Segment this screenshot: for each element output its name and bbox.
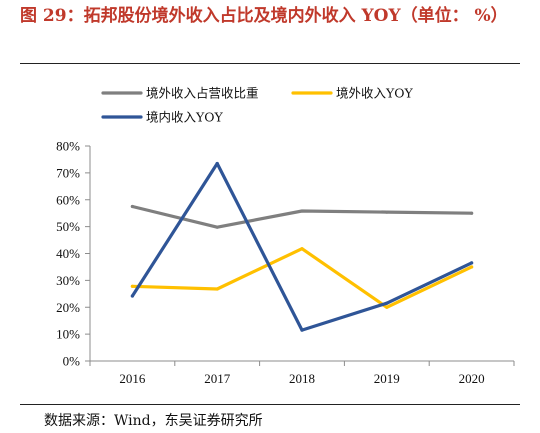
data-point (300, 209, 304, 213)
y-tick-label: 20% (56, 300, 80, 315)
data-point (130, 284, 134, 288)
y-tick-label: 0% (63, 354, 81, 369)
y-tick-label: 40% (56, 246, 80, 261)
x-tick-label: 2017 (204, 371, 231, 386)
data-point (215, 161, 219, 166)
y-tick-label: 10% (56, 327, 80, 342)
y-tick-label: 70% (56, 165, 80, 180)
data-point (470, 265, 474, 269)
legend-label: 境外收入YOY (336, 86, 413, 101)
source-note: 数据来源：Wind，东吴证券研究所 (44, 413, 263, 429)
data-point (300, 328, 304, 332)
series-line-3 (130, 161, 474, 332)
x-tick-label: 2016 (119, 371, 146, 386)
data-point (130, 294, 134, 298)
legend-label: 境内收入YOY (146, 110, 223, 125)
top-rule (20, 63, 520, 64)
x-tick-label: 2020 (459, 371, 485, 386)
data-point (130, 204, 134, 209)
data-point (215, 225, 219, 229)
data-point (470, 211, 474, 215)
data-point (215, 287, 219, 291)
data-point (470, 261, 474, 265)
data-point (300, 247, 304, 251)
x-tick-label: 2019 (374, 371, 400, 386)
y-tick-label: 30% (56, 273, 80, 288)
axes: 0% 10% 20% 30% 40% 50% 60% 70% 80% 2016 2017 2018 20… (56, 139, 515, 386)
data-point (385, 301, 389, 305)
y-tick-label: 50% (56, 219, 80, 234)
series-lines (130, 161, 474, 332)
series-line-2 (130, 247, 474, 309)
y-tick-label: 60% (56, 192, 80, 207)
data-point (385, 305, 389, 309)
data-point (385, 210, 389, 214)
legend-label: 境外收入占营收比重 (146, 86, 259, 101)
legend: 境外收入占营收比重 境外收入YOY 境内收入YOY (101, 86, 413, 125)
x-tick-label: 2018 (289, 371, 315, 386)
y-tick-label: 80% (56, 139, 80, 154)
bottom-rule (20, 404, 520, 405)
figure-title: 图 29：拓邦股份境外收入占比及境内外收入 YOY（单位： %） (20, 6, 508, 26)
